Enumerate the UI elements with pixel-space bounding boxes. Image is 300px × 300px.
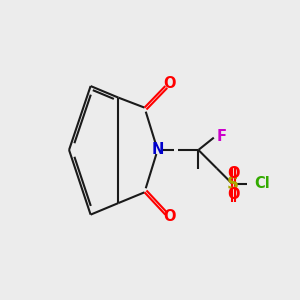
Text: O: O [163,209,175,224]
Text: O: O [227,166,239,181]
Text: S: S [226,175,238,193]
Text: Cl: Cl [254,176,270,191]
Text: F: F [217,129,227,144]
Text: N: N [152,142,164,158]
Text: O: O [227,187,239,202]
Text: O: O [163,76,175,91]
